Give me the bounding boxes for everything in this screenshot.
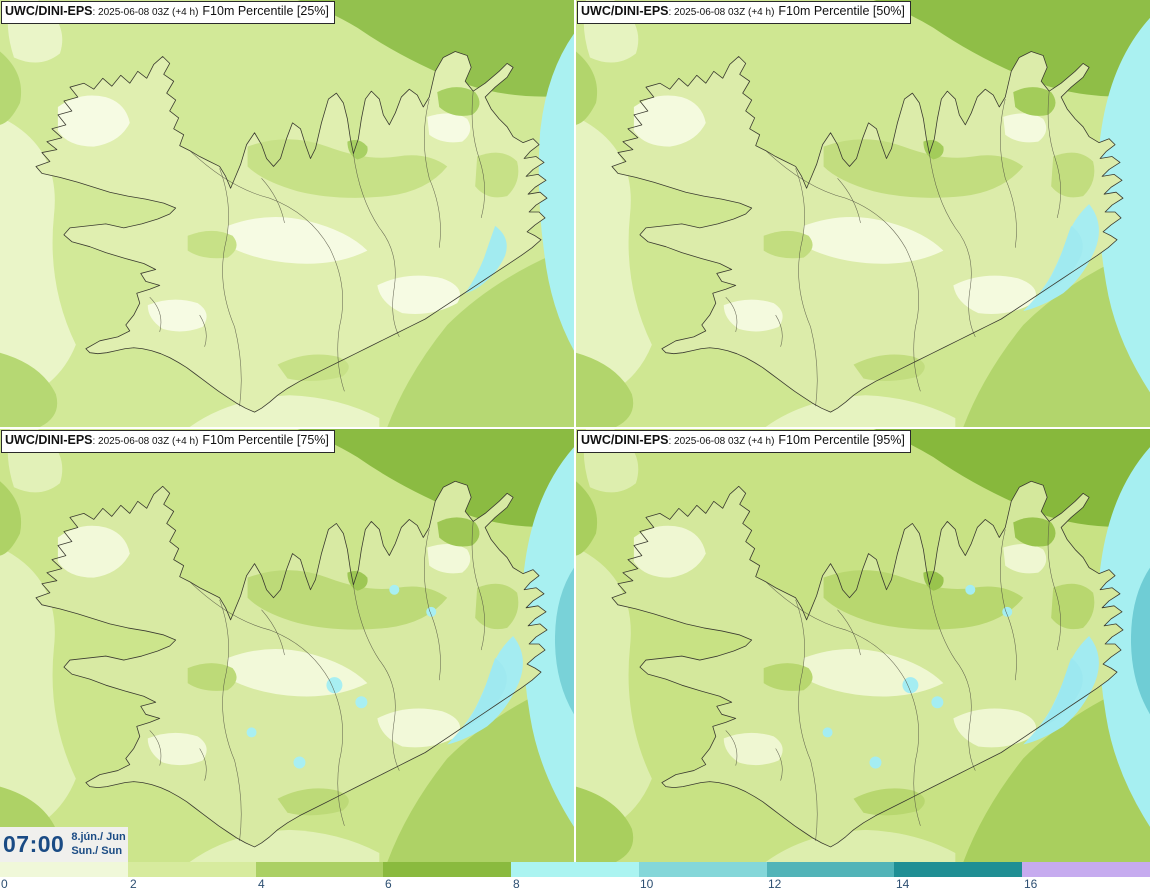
clock-box: 07:00 8.jún./ Jun Sun./ Sun: [0, 827, 128, 862]
field-label: F10m Percentile [50%]: [778, 4, 905, 18]
map-panel-95: UWC/DINI-EPS: 2025-06-08 03Z (+4 h) F10m …: [576, 429, 1150, 862]
colorbar: [0, 862, 1150, 878]
colorbar-tick: 2: [130, 877, 137, 891]
panel-title: UWC/DINI-EPS: 2025-06-08 03Z (+4 h) F10m …: [1, 430, 335, 453]
iceland-map: [0, 429, 574, 862]
colorbar-tick: 8: [513, 877, 520, 891]
colorbar-tick: 6: [385, 877, 392, 891]
model-name: UWC/DINI-EPS: [5, 4, 93, 18]
colorbar-segment: [511, 862, 639, 878]
colorbar-tick: 14: [896, 877, 910, 891]
run-info: : 2025-06-08 03Z (+4 h): [92, 7, 199, 18]
colorbar-segment: [638, 862, 767, 878]
model-name: UWC/DINI-EPS: [5, 433, 93, 447]
colorbar-segment: [1022, 862, 1150, 878]
panel-title: UWC/DINI-EPS: 2025-06-08 03Z (+4 h) F10m …: [1, 1, 335, 24]
iceland-map: [576, 0, 1150, 427]
colorbar-segment: [894, 862, 1023, 878]
colorbar-segment: [127, 862, 256, 878]
colorbar-tick: 12: [768, 877, 782, 891]
iceland-map: [576, 429, 1150, 862]
colorbar-ticks: 0 2 4 6 8 10 12 14 16: [0, 877, 1150, 891]
iceland-map: [0, 0, 574, 427]
model-name: UWC/DINI-EPS: [581, 4, 669, 18]
map-grid: UWC/DINI-EPS: 2025-06-08 03Z (+4 h) F10m …: [0, 0, 1150, 862]
clock-time: 07:00: [3, 831, 65, 857]
colorbar-tick: 4: [258, 877, 265, 891]
colorbar-segment: [0, 862, 128, 878]
panel-title: UWC/DINI-EPS: 2025-06-08 03Z (+4 h) F10m …: [577, 430, 911, 453]
panel-title: UWC/DINI-EPS: 2025-06-08 03Z (+4 h) F10m …: [577, 1, 911, 24]
clock-date-line1: 8.jún./ Jun: [71, 831, 126, 844]
field-label: F10m Percentile [75%]: [202, 433, 329, 447]
run-info: : 2025-06-08 03Z (+4 h): [92, 436, 199, 447]
colorbar-segment: [383, 862, 512, 878]
colorbar-tick: 10: [640, 877, 654, 891]
colorbar-segment: [255, 862, 384, 878]
clock-date-line2: Sun./ Sun: [71, 844, 123, 857]
colorbar-tick: 16: [1024, 877, 1038, 891]
field-label: F10m Percentile [95%]: [778, 433, 905, 447]
map-panel-75: UWC/DINI-EPS: 2025-06-08 03Z (+4 h) F10m …: [0, 429, 574, 862]
map-panel-25: UWC/DINI-EPS: 2025-06-08 03Z (+4 h) F10m …: [0, 0, 574, 427]
field-label: F10m Percentile [25%]: [202, 4, 329, 18]
colorbar-segment: [766, 862, 895, 878]
colorbar-tick: 0: [1, 877, 8, 891]
clock-date: 8.jún./ Jun Sun./ Sun: [71, 831, 125, 857]
model-name: UWC/DINI-EPS: [581, 433, 669, 447]
map-panel-50: UWC/DINI-EPS: 2025-06-08 03Z (+4 h) F10m …: [576, 0, 1150, 427]
run-info: : 2025-06-08 03Z (+4 h): [668, 7, 775, 18]
run-info: : 2025-06-08 03Z (+4 h): [668, 436, 775, 447]
